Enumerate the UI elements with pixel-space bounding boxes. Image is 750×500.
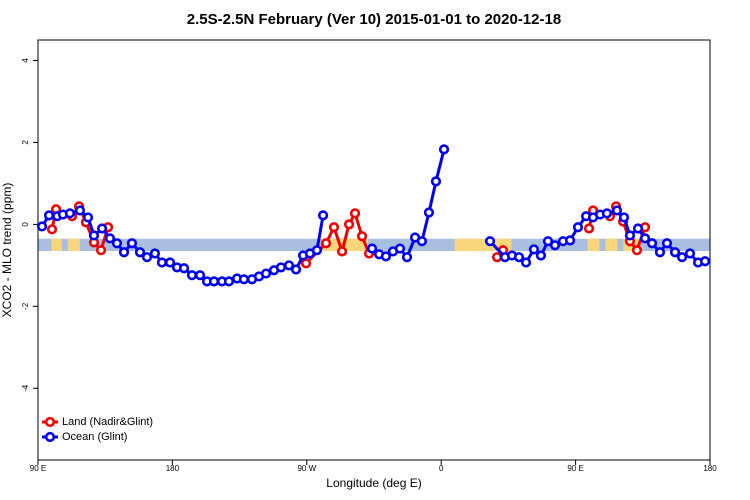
land-segment — [605, 238, 618, 252]
data-point — [194, 270, 206, 281]
data-point — [283, 260, 295, 271]
y-tick-label: 2 — [21, 140, 30, 145]
data-point — [223, 276, 235, 287]
land-segment — [51, 238, 62, 252]
data-point — [336, 246, 348, 257]
data-point — [118, 247, 130, 258]
data-point — [96, 223, 108, 234]
data-point — [416, 236, 428, 247]
plot-frame — [37, 39, 711, 461]
data-point — [430, 176, 442, 187]
data-point — [601, 208, 613, 219]
data-point — [520, 257, 532, 268]
data-point — [401, 252, 413, 263]
data-point — [676, 252, 688, 263]
y-tick-label: -2 — [21, 302, 30, 310]
data-point — [349, 208, 361, 219]
data-point — [208, 276, 220, 287]
data-point — [639, 233, 651, 244]
data-point — [88, 230, 100, 241]
data-point — [290, 264, 302, 275]
data-point — [126, 238, 138, 249]
data-point — [380, 251, 392, 262]
y-tick-label: 0 — [21, 222, 30, 227]
land-segment — [587, 238, 600, 252]
legend-marker — [44, 431, 56, 443]
data-point — [156, 257, 168, 268]
data-point — [111, 238, 123, 249]
data-point — [141, 252, 153, 263]
data-point — [36, 221, 48, 232]
x-tick-label: 90 W — [297, 464, 316, 473]
data-point — [632, 223, 644, 234]
data-point — [549, 240, 561, 251]
data-point — [178, 263, 190, 274]
x-tick-label: 0 — [439, 464, 444, 473]
data-point — [95, 245, 107, 256]
data-point — [356, 231, 368, 242]
x-tick-label: 90 E — [30, 464, 46, 473]
data-point — [528, 244, 540, 255]
y-axis-label: XCO2 - MLO trend (ppm) — [0, 183, 14, 318]
data-point — [438, 144, 450, 155]
data-point — [164, 257, 176, 268]
data-point — [491, 252, 503, 263]
legend-label: Ocean (Glint) — [62, 431, 127, 443]
data-point — [311, 245, 323, 256]
data-point — [320, 238, 332, 249]
y-tick-label: -4 — [21, 384, 30, 392]
data-point — [631, 245, 643, 256]
data-point — [611, 205, 623, 216]
data-point — [343, 219, 355, 230]
data-point — [484, 236, 496, 247]
data-point — [669, 247, 681, 258]
data-point — [275, 262, 287, 273]
chart-title: 2.5S-2.5N February (Ver 10) 2015-01-01 t… — [187, 11, 561, 28]
data-point — [43, 210, 55, 221]
data-point — [149, 248, 161, 259]
data-point — [684, 248, 696, 259]
data-point — [583, 223, 595, 234]
data-point — [423, 207, 435, 218]
x-axis-label: Longitude (deg E) — [326, 476, 421, 490]
data-point — [260, 268, 272, 279]
data-point — [646, 238, 658, 249]
data-point — [104, 233, 116, 244]
x-tick-label: 90 E — [567, 464, 583, 473]
data-point — [46, 224, 58, 235]
data-point — [134, 247, 146, 258]
data-point — [300, 258, 312, 269]
data-point — [366, 243, 378, 254]
data-point — [624, 230, 636, 241]
data-point — [513, 252, 525, 263]
data-point — [535, 250, 547, 261]
x-tick-label: 180 — [703, 464, 717, 473]
data-point — [328, 222, 340, 233]
data-point — [64, 208, 76, 219]
data-point — [618, 212, 630, 223]
legend-marker — [44, 416, 56, 428]
data-point — [542, 236, 554, 247]
data-point — [186, 270, 198, 281]
data-point — [74, 205, 86, 216]
data-point — [317, 210, 329, 221]
land-segment — [67, 238, 80, 252]
data-point — [661, 238, 673, 249]
data-point — [238, 274, 250, 285]
data-point — [699, 256, 711, 267]
x-tick-label: 180 — [166, 464, 180, 473]
data-point — [564, 235, 576, 246]
legend-label: Land (Nadir&Glint) — [62, 416, 153, 428]
data-point — [394, 243, 406, 254]
data-point — [572, 222, 584, 233]
data-point — [654, 247, 666, 258]
y-tick-label: 4 — [21, 58, 30, 63]
data-point — [82, 212, 94, 223]
